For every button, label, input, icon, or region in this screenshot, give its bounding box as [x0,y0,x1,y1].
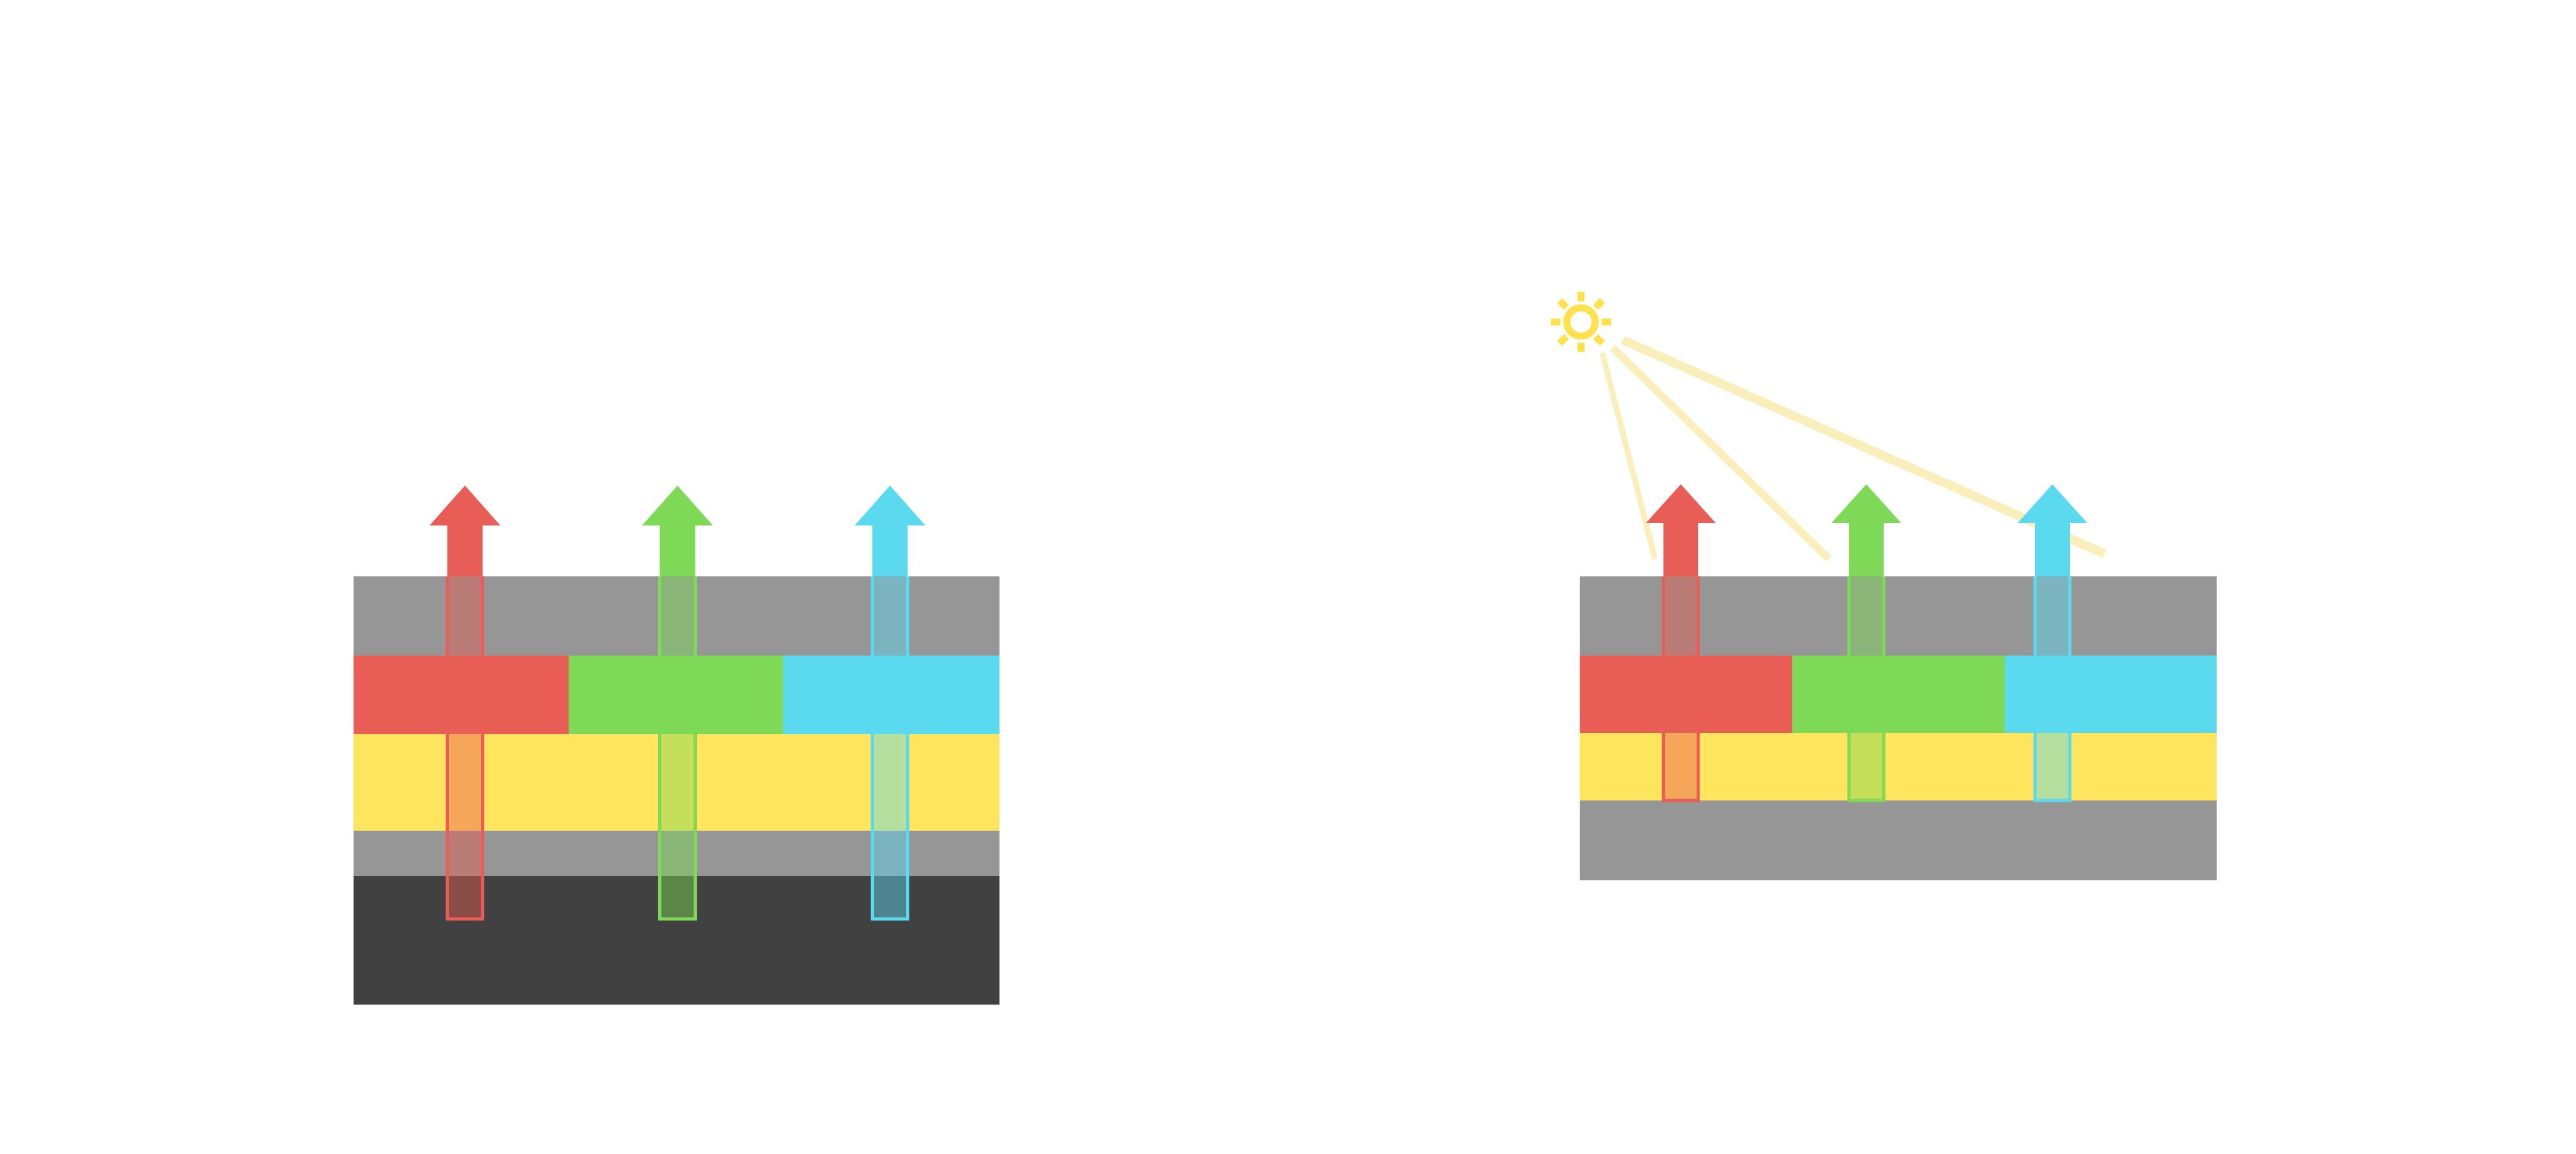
red-emission-arrow-inside-fill [447,576,483,919]
rgb-filter-layer [1580,656,2217,733]
green-emission-arrow-above [1832,484,1901,576]
red-emission-arrow-inside-fill [1663,576,1698,800]
blue-emission-arrow-above [2018,484,2087,576]
red-filter-segment [1580,656,1792,733]
red-emission-arrow-inside-border [446,576,484,921]
red-emission-arrow-inside [1662,576,1700,802]
sun-ray-7 [1557,298,1569,310]
rgb-filter-layer [354,656,999,734]
dark-substrate-layer [354,876,999,1005]
yellow-layer [354,734,999,831]
blue-filter-segment [2005,656,2217,733]
sun-ray-3 [1593,334,1605,346]
red-emission-arrow-inside-border [1662,576,1700,802]
green-filter-segment [569,656,783,734]
green-emission-arrow-inside [658,576,697,921]
stack-layers-group [1580,576,2217,880]
blue-filter-segment [783,656,999,734]
sun-ray-5 [1557,334,1569,346]
arrows-inside-stack [1662,576,2072,802]
green-emission-arrow-inside-border [658,576,697,921]
green-emission-arrow-inside-fill [659,576,696,919]
green-filter-segment [1792,656,2005,733]
green-emission-arrow-inside-fill [1849,576,1884,800]
arrows-above-stack [430,486,925,576]
green-emission-arrow-inside [1847,576,1886,802]
red-emission-arrow-inside [446,576,484,921]
blue-emission-arrow-above [855,486,925,576]
sun-ring [1563,304,1599,340]
yellow-layer [1580,733,2217,800]
unilluminated-stack [354,486,999,1005]
sun-ray-1 [1593,298,1605,310]
bottom-gray-layer [1580,800,2217,880]
red-emission-arrow-above [430,486,500,576]
blue-emission-arrow-inside-border [2033,576,2072,802]
blue-emission-arrow-inside-fill [2035,576,2070,800]
red-emission-arrow-above [1646,484,1716,576]
blue-emission-arrow-inside [2033,576,2072,802]
arrows-inside-stack [446,576,909,921]
top-gray-layer [354,576,999,656]
sun-illuminated-stack [1551,292,2217,880]
light-ray-1 [1599,352,1658,560]
arrows-above-stack [1646,484,2087,576]
light-ray-2 [1609,345,1832,562]
red-filter-segment [354,656,569,734]
sun-icon [1551,292,1611,352]
panels-root [354,292,2217,1005]
green-emission-arrow-inside-border [1847,576,1886,802]
blue-emission-arrow-inside-border [871,576,909,921]
stack-layers-group [354,576,999,1005]
top-gray-layer [1580,576,2217,656]
green-emission-arrow-above [642,486,713,576]
blue-emission-arrow-inside-fill [872,576,908,919]
mid-gray-layer [354,831,999,876]
blue-emission-arrow-inside [871,576,909,921]
